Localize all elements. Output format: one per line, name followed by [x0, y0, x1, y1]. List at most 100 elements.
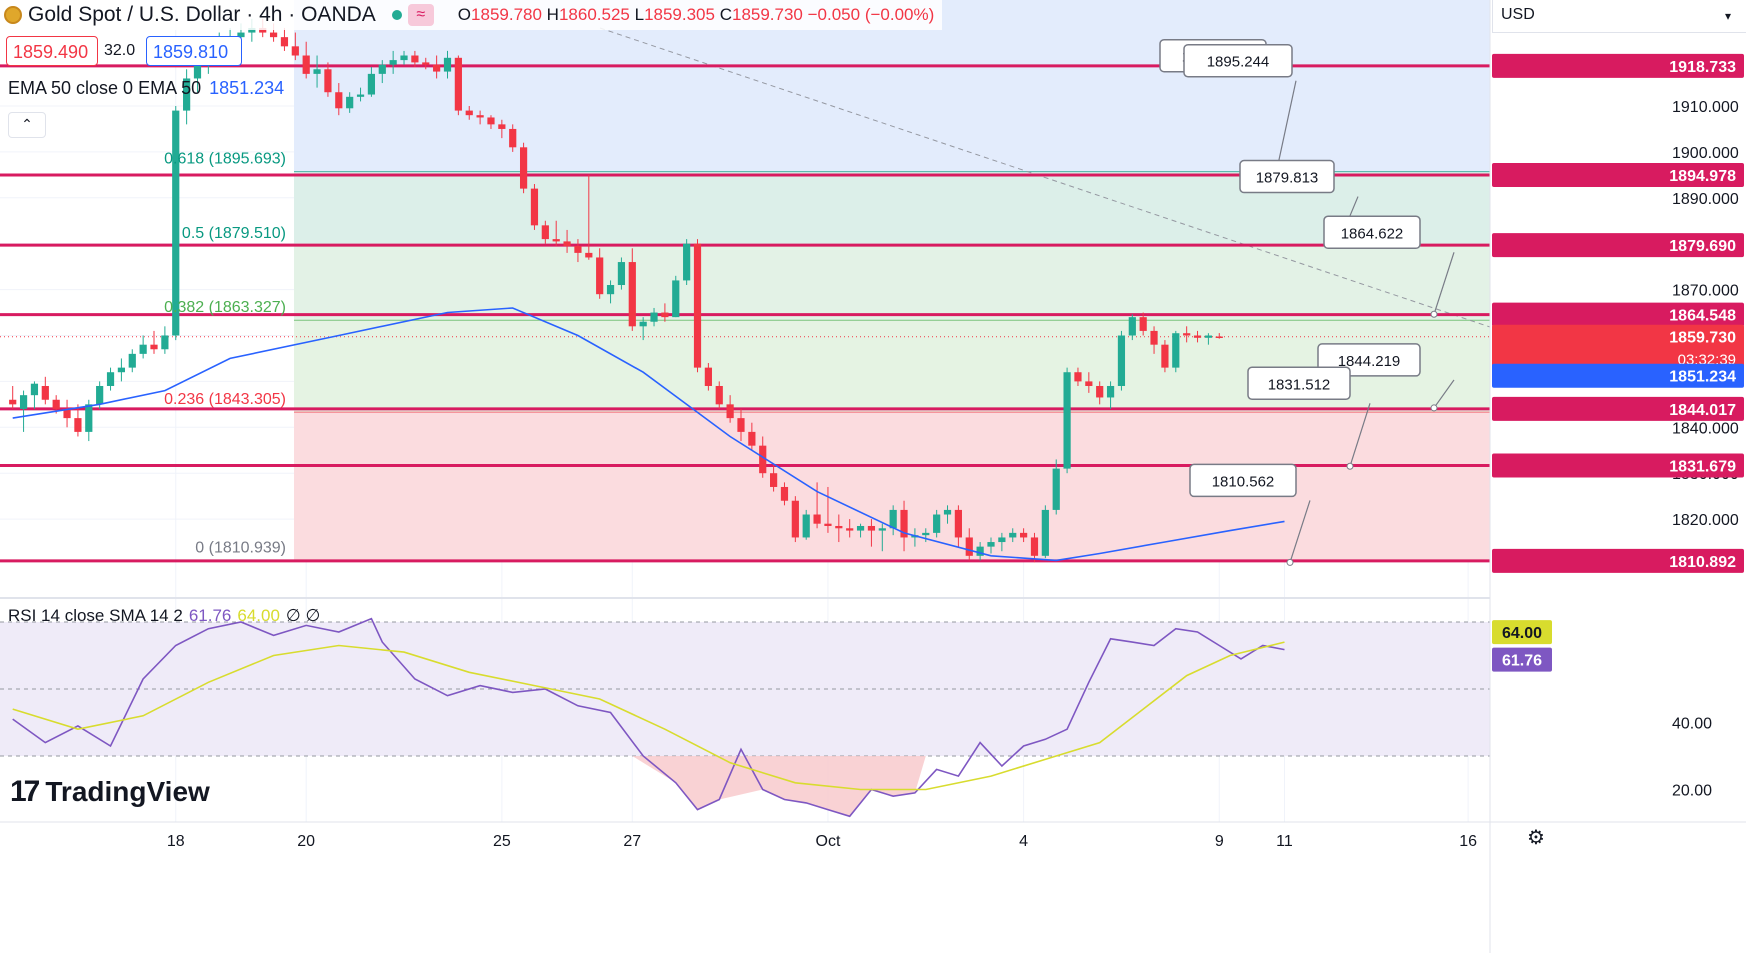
price-badge-label: 1851.234	[1669, 369, 1736, 386]
candle-down	[1215, 336, 1223, 339]
buy-button[interactable]: 1859.810	[146, 36, 242, 66]
candle-down	[770, 473, 778, 487]
candle-up	[389, 60, 397, 65]
time-tick-label: 11	[1276, 833, 1293, 850]
candle-up	[1106, 385, 1115, 398]
sell-button[interactable]: 1859.490	[6, 36, 98, 66]
ema-legend-label: EMA 50 close 0 EMA 50	[8, 78, 202, 98]
candle-down	[780, 486, 789, 501]
candle-down	[574, 245, 582, 253]
candle-down	[1139, 317, 1147, 331]
candle-down	[867, 525, 876, 531]
candle-up	[922, 532, 930, 536]
callout-anchor	[1346, 462, 1354, 470]
fib-zones	[294, 0, 1490, 562]
price-callouts: 1919.2151895.2441879.8131864.6221844.219…	[1159, 38, 1459, 655]
time-tick-label: 16	[1459, 833, 1477, 850]
candle-up	[96, 385, 104, 405]
candle-down	[411, 55, 419, 63]
rsi-sma-legend-value: 64.00	[237, 606, 280, 625]
rsi-legend[interactable]: RSI 14 close SMA 14 2 61.76 64.00 ∅ ∅	[8, 606, 320, 626]
price-tick-label: 1890.000	[1672, 191, 1739, 208]
ema-legend[interactable]: EMA 50 close 0 EMA 50 1851.234	[8, 78, 284, 99]
price-badge	[1492, 453, 1744, 478]
wave-icon[interactable]: ≈	[407, 4, 434, 26]
callout-box	[1183, 43, 1293, 78]
collapse-legend-button[interactable]: ⌃	[8, 112, 46, 138]
candle-down	[280, 37, 289, 47]
price-axis: 1820.0001830.0001840.0001850.0001860.000…	[1489, 0, 1746, 953]
rsi-badge	[1492, 620, 1552, 645]
callout-label: 1864.622	[1341, 225, 1404, 242]
candle-up	[30, 383, 39, 396]
candle-down	[269, 32, 278, 38]
price-badge-label: 1844.017	[1669, 402, 1736, 419]
fib-label: 0.236 (1843.305)	[164, 391, 286, 408]
price-badge-label: 1831.679	[1669, 458, 1736, 475]
candle-down	[302, 55, 310, 74]
fib-label: 0.5 (1879.510)	[182, 225, 286, 242]
candle-up	[346, 96, 354, 109]
symbol-title[interactable]: Gold Spot / U.S. Dollar · 4h · OANDA	[28, 3, 376, 26]
candle-up	[672, 280, 680, 318]
rsi-tick-label: 40.00	[1672, 716, 1712, 733]
candle-up	[1009, 532, 1017, 538]
candle-up	[237, 32, 245, 38]
spread-value: 32.0	[104, 42, 136, 59]
candle-down	[813, 514, 821, 524]
candle-up	[987, 542, 995, 547]
candle-up	[248, 27, 256, 33]
callout-box	[1239, 159, 1335, 194]
rsi-legend-value: 61.76	[188, 606, 232, 625]
trendline	[599, 27, 1491, 328]
callout-label: 1831.512	[1268, 376, 1331, 393]
fib-label: 0.618 (1895.693)	[164, 151, 286, 168]
candle-down	[476, 115, 484, 118]
candle-up	[650, 312, 658, 322]
price-badge	[1492, 233, 1744, 258]
ema-legend-value: 1851.234	[209, 78, 285, 98]
price-badge	[1492, 324, 1744, 371]
candle-down	[465, 110, 473, 116]
rsi-legend-extra: ∅ ∅	[285, 606, 321, 625]
candle-up	[1172, 333, 1180, 368]
fib-label: 0 (1810.939)	[195, 540, 286, 557]
rsi-badge-label: 61.76	[1502, 653, 1542, 670]
fib-zone-05	[294, 245, 1490, 321]
ohlc-readout: O1859.780 H1860.525 L1859.305 C1859.730 …	[457, 5, 935, 24]
candle-down	[726, 404, 734, 419]
candle-up	[193, 64, 202, 79]
price-badge-label: 1859.730	[1669, 330, 1736, 347]
candles	[9, 18, 1223, 563]
rsi-tick-label: 20.00	[1672, 783, 1712, 800]
candle-down	[422, 62, 430, 65]
candle-down	[1020, 532, 1028, 538]
candle-down	[335, 92, 343, 109]
settings-gear-icon[interactable]: ⚙	[1527, 827, 1545, 849]
candle-down	[1150, 330, 1158, 345]
time-axis: 18 20 25 27 Oct 4 9 11 16	[0, 821, 1746, 850]
time-tick-label: 25	[493, 833, 511, 850]
tradingview-logo[interactable]: 17 TradingView	[10, 775, 210, 809]
time-tick-label: 27	[623, 833, 641, 850]
candle-down	[1183, 333, 1191, 336]
candle-down	[737, 418, 745, 432]
chevron-down-icon: ▾	[1725, 9, 1732, 23]
currency-label: USD	[1501, 6, 1535, 23]
candle-down	[1161, 344, 1169, 368]
price-badge	[1492, 302, 1744, 327]
time-tick-label: 9	[1215, 833, 1224, 850]
time-tick-label: Oct	[816, 833, 841, 850]
symbol-header: Gold Spot / U.S. Dollar · 4h · OANDA ≈ O…	[0, 0, 943, 30]
time-tick-label: 20	[297, 833, 315, 850]
candle-down	[693, 243, 702, 368]
callout-box	[1189, 463, 1297, 498]
time-tick-label: 4	[1019, 833, 1028, 850]
currency-selector[interactable]: USD ▾	[1492, 0, 1746, 33]
candle-down	[585, 252, 593, 258]
candle-up	[683, 243, 691, 281]
rsi-sma-line	[12, 641, 1285, 791]
callout-pointer	[1433, 379, 1455, 409]
candle-down	[1085, 381, 1093, 386]
